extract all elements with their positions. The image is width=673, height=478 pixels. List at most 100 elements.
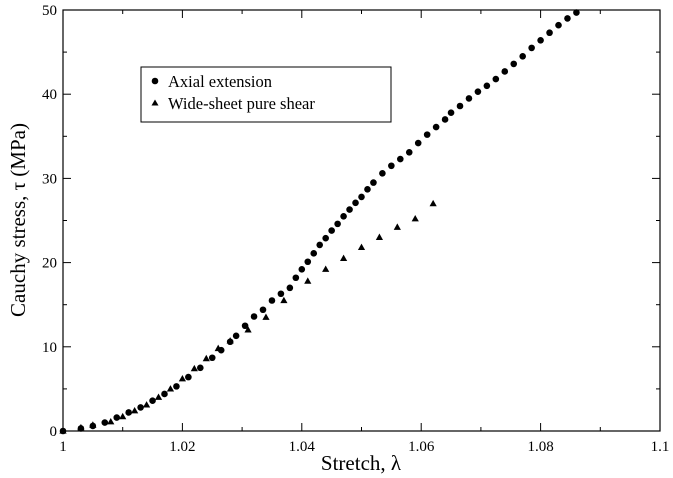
y-tick-label: 30	[42, 171, 57, 187]
data-point-shear	[226, 337, 234, 344]
data-point-axial	[414, 139, 422, 147]
data-point-axial	[405, 148, 413, 156]
x-axis-title: Stretch, λ	[321, 451, 402, 475]
y-tick-label: 10	[42, 340, 57, 356]
data-point-shear	[178, 374, 186, 382]
data-point-axial	[432, 123, 440, 131]
data-point-axial	[447, 109, 455, 117]
series-wide-sheet-pure-shear	[59, 199, 437, 434]
data-point-axial	[465, 95, 473, 102]
x-axis: 1 1.02 1.04 1.06 1.08 1.1	[59, 10, 669, 455]
data-point-axial	[564, 15, 571, 22]
data-point-shear	[59, 427, 67, 434]
data-point-axial	[397, 155, 404, 163]
data-point-axial	[492, 75, 500, 83]
data-point-shear	[89, 421, 97, 428]
data-point-axial	[161, 390, 168, 398]
data-point-shear	[304, 277, 312, 284]
legend-box	[140, 66, 392, 123]
data-point-axial	[241, 322, 249, 330]
data-point-shear	[142, 401, 151, 408]
data-point-axial	[185, 373, 192, 381]
data-point-axial	[173, 383, 180, 390]
data-point-shear	[429, 199, 437, 207]
data-point-axial	[250, 313, 258, 320]
data-point-axial	[519, 53, 526, 60]
data-point-axial	[328, 227, 335, 234]
data-point-axial	[573, 9, 580, 16]
data-point-shear	[375, 233, 384, 240]
y-axis-title: Cauchy stress, τ (MPa)	[6, 123, 30, 317]
x-tick-label: 1.04	[289, 439, 316, 455]
data-point-axial	[277, 290, 285, 298]
data-point-axial	[208, 354, 216, 362]
data-point-axial	[537, 37, 544, 44]
data-point-shear	[190, 364, 198, 372]
legend: Axial extension Wide-sheet pure shear	[140, 66, 392, 123]
data-point-shear	[77, 423, 85, 431]
data-point-axial	[268, 297, 276, 304]
data-point-shear	[244, 326, 252, 333]
data-point-axial	[286, 284, 294, 292]
data-point-axial	[474, 88, 482, 95]
data-point-axial	[364, 186, 371, 193]
data-point-axial	[388, 162, 395, 170]
data-point-axial	[501, 68, 509, 75]
data-point-shear	[166, 385, 175, 392]
y-tick-label: 0	[50, 424, 58, 440]
data-point-axial	[149, 397, 156, 404]
data-point-shear	[214, 344, 222, 352]
data-point-axial	[232, 332, 240, 340]
legend-marker-triangle	[151, 99, 159, 106]
data-point-axial	[528, 44, 535, 52]
x-tick-label: 1.06	[408, 439, 435, 455]
data-point-axial	[555, 21, 562, 29]
x-tick-label: 1.08	[527, 439, 553, 455]
data-point-shear	[339, 254, 348, 261]
data-point-axial	[298, 266, 306, 273]
data-point-shear	[411, 215, 419, 222]
data-point-shear	[202, 354, 210, 362]
data-point-shear	[393, 223, 401, 230]
y-axis: 0 10 20 30 40 50	[42, 3, 660, 440]
data-point-axial	[322, 234, 329, 242]
data-point-axial	[352, 199, 359, 207]
data-point-axial	[304, 258, 312, 266]
x-tick-label: 1	[59, 439, 67, 455]
x-tick-label: 1.1	[651, 439, 670, 455]
data-point-axial	[456, 102, 464, 110]
data-point-shear	[357, 243, 366, 251]
data-point-axial	[358, 193, 365, 201]
data-point-shear	[262, 313, 270, 320]
data-point-shear	[119, 412, 127, 420]
legend-label-axial: Axial extension	[168, 72, 272, 91]
data-point-axial	[483, 82, 491, 90]
legend-marker-circle	[151, 77, 159, 85]
data-point-axial	[423, 131, 431, 138]
data-point-axial	[346, 206, 353, 213]
data-point-axial	[379, 170, 386, 177]
y-tick-label: 20	[42, 256, 57, 272]
legend-label-shear: Wide-sheet pure shear	[168, 94, 315, 113]
data-point-shear	[322, 265, 330, 272]
data-point-axial	[259, 306, 267, 314]
y-tick-label: 40	[42, 87, 57, 103]
data-point-shear	[154, 393, 163, 400]
data-point-axial	[510, 60, 518, 68]
data-point-axial	[113, 414, 121, 421]
data-point-axial	[310, 250, 318, 257]
data-point-axial	[334, 220, 341, 228]
data-point-axial	[292, 274, 300, 282]
data-point-axial	[441, 116, 449, 123]
data-point-shear	[131, 406, 139, 414]
data-point-axial	[137, 404, 144, 411]
data-point-axial	[316, 241, 324, 249]
data-point-axial	[101, 419, 109, 426]
data-point-axial	[125, 409, 132, 416]
x-tick-label: 1.02	[169, 439, 195, 455]
data-point-axial	[546, 29, 553, 37]
data-point-axial	[340, 212, 347, 220]
data-point-axial	[197, 364, 204, 372]
data-point-shear	[107, 417, 115, 425]
